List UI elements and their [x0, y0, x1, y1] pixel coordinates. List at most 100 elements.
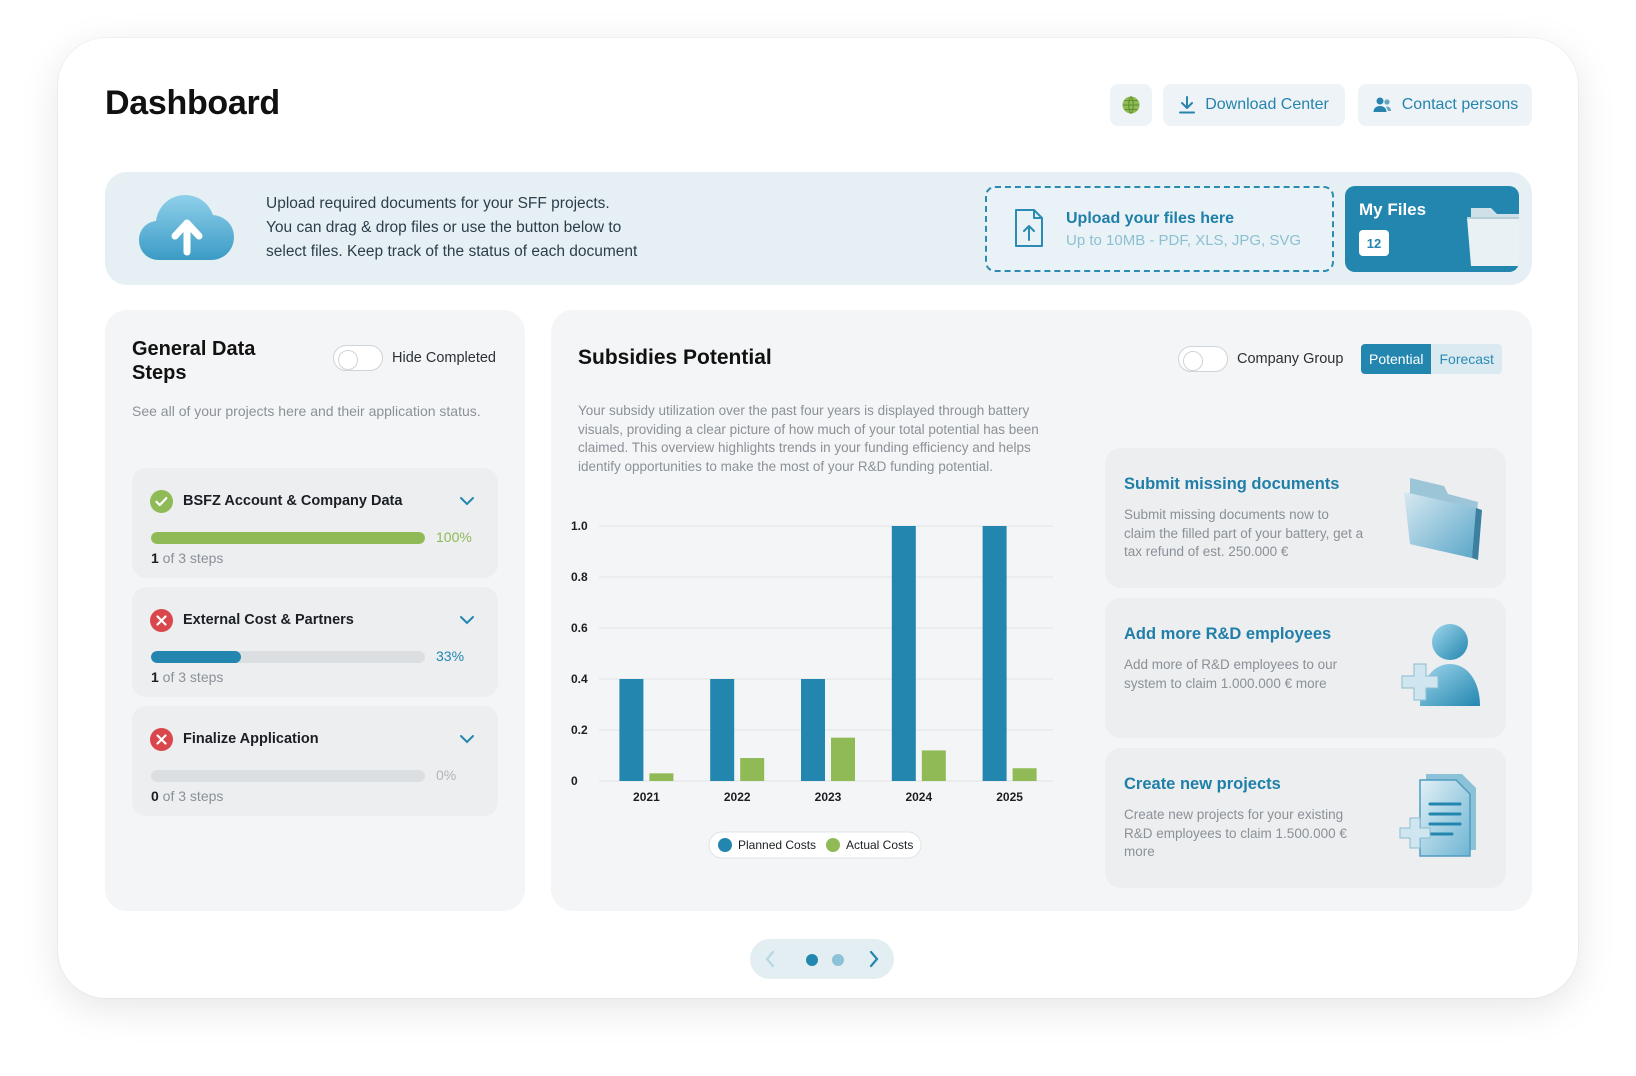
y-tick-label: 1.0 — [571, 519, 588, 533]
upload-banner: Upload required documents for your SFF p… — [105, 172, 1532, 285]
carousel-dot-active[interactable] — [806, 954, 818, 966]
action-description: Submit missing documents now to claim th… — [1124, 507, 1364, 559]
step-done: 1 — [151, 550, 159, 566]
subsidies-bar-chart: 0 0.2 0.4 0.6 0.8 1.0 2021 2022 2023 2024 2025 Plan… — [571, 519, 1053, 859]
action-title[interactable]: Create new projects — [1124, 775, 1281, 793]
step-total: of 3 steps — [158, 788, 224, 804]
my-files-count-badge: 12 — [1359, 230, 1389, 256]
subsidies-potential-card: Subsidies Potential Company Group Potent… — [551, 310, 1532, 911]
dropzone-title: Upload your files here — [1066, 210, 1235, 227]
x-tick-label: 2023 — [815, 790, 842, 804]
step-count: 1 of 3 steps — [151, 550, 223, 566]
step-count: 0 of 3 steps — [151, 788, 223, 804]
general-data-title: General Data Steps — [132, 338, 256, 384]
legend-label: Actual Costs — [846, 838, 913, 852]
step-done: 0 — [151, 788, 159, 804]
chart-legend — [708, 831, 922, 859]
company-group-label: Company Group — [1237, 351, 1344, 367]
company-group-toggle[interactable] — [1178, 346, 1228, 372]
error-circle-icon — [150, 728, 173, 751]
subsidies-description: Your subsidy utilization over the past f… — [578, 403, 1039, 474]
my-files-label: My Files — [1359, 200, 1427, 219]
legend-swatch — [718, 838, 732, 852]
y-tick-label: 0.2 — [571, 723, 588, 737]
step-percent: 0% — [436, 767, 457, 783]
step-done: 1 — [151, 669, 159, 685]
step-item[interactable]: Finalize Application 0% 0 of 3 steps — [132, 706, 498, 816]
step-total: of 3 steps — [158, 669, 224, 685]
page-title: Dashboard — [105, 84, 280, 122]
contact-persons-button[interactable]: Contact persons — [1358, 84, 1532, 126]
x-tick-label: 2024 — [905, 790, 932, 804]
upload-instructions: Upload required documents for your SFF p… — [266, 192, 696, 264]
error-circle-icon — [150, 609, 173, 632]
download-center-label: Download Center — [1205, 96, 1329, 113]
check-circle-icon — [150, 490, 173, 513]
tab-potential[interactable]: Potential — [1361, 344, 1432, 374]
bar-actual-costs[interactable] — [740, 758, 765, 781]
step-title: BSFZ Account & Company Data — [183, 493, 403, 509]
step-title: External Cost & Partners — [183, 612, 354, 628]
bar-planned-costs[interactable] — [982, 526, 1007, 781]
view-segmented-control: Potential Forecast — [1361, 344, 1502, 374]
bar-actual-costs[interactable] — [921, 750, 946, 781]
my-files-button[interactable]: My Files 12 — [1345, 186, 1519, 272]
step-progress-track — [151, 532, 425, 544]
action-card-submit-documents[interactable]: Submit missing documents Submit missing … — [1105, 448, 1506, 588]
action-description: Add more of R&D employees to our system … — [1124, 657, 1338, 691]
upload-instructions-line-2: You can drag & drop files or use the but… — [266, 219, 622, 236]
x-tick-label: 2022 — [724, 790, 751, 804]
legend-label: Planned Costs — [738, 838, 816, 852]
bar-actual-costs[interactable] — [831, 737, 855, 781]
step-item[interactable]: External Cost & Partners 33% 1 of 3 step… — [132, 587, 498, 697]
chevron-right-icon[interactable] — [868, 950, 880, 968]
new-document-icon — [1399, 774, 1476, 857]
upload-instructions-line-1: Upload required documents for your SFF p… — [266, 195, 610, 212]
step-progress-fill — [151, 651, 242, 663]
action-card-create-projects[interactable]: Create new projects Create new projects … — [1105, 748, 1506, 888]
action-title[interactable]: Add more R&D employees — [1124, 625, 1332, 643]
download-icon — [1179, 96, 1196, 114]
action-title[interactable]: Submit missing documents — [1124, 475, 1340, 493]
y-tick-label: 0 — [571, 774, 578, 788]
step-count: 1 of 3 steps — [151, 669, 223, 685]
bar-planned-costs[interactable] — [710, 679, 735, 781]
action-card-add-employees[interactable]: Add more R&D employees Add more of R&D e… — [1105, 598, 1506, 738]
action-description: Create new projects for your existing R&… — [1124, 807, 1347, 859]
subsidies-title: Subsidies Potential — [578, 346, 772, 369]
file-upload-icon — [1015, 209, 1043, 247]
file-dropzone[interactable]: Upload your files here Up to 10MB - PDF,… — [985, 186, 1334, 272]
contact-persons-label: Contact persons — [1401, 96, 1519, 113]
download-center-button[interactable]: Download Center — [1163, 84, 1345, 126]
chevron-down-icon[interactable] — [459, 496, 475, 506]
step-progress-fill — [151, 532, 425, 544]
general-data-steps-card: General Data Steps Hide Completed See al… — [105, 310, 525, 911]
add-user-icon — [1401, 624, 1480, 706]
folder-icon — [1404, 478, 1482, 560]
step-progress-track — [151, 651, 425, 663]
y-tick-label: 0.6 — [571, 621, 588, 635]
bar-planned-costs[interactable] — [891, 526, 916, 781]
carousel-dot[interactable] — [832, 954, 844, 966]
bar-planned-costs[interactable] — [801, 679, 825, 781]
cloud-upload-icon — [139, 195, 234, 260]
chevron-down-icon[interactable] — [459, 615, 475, 625]
chevron-left-icon[interactable] — [764, 950, 776, 968]
globe-icon — [1122, 96, 1140, 114]
step-progress-track — [151, 770, 425, 782]
step-title: Finalize Application — [183, 731, 319, 747]
carousel-pager — [750, 939, 894, 979]
hide-completed-toggle[interactable] — [333, 345, 383, 371]
upload-instructions-line-3: select files. Keep track of the status o… — [266, 243, 638, 260]
bar-actual-costs[interactable] — [649, 773, 674, 781]
tab-forecast[interactable]: Forecast — [1439, 351, 1494, 367]
bar-actual-costs[interactable] — [1012, 768, 1037, 781]
general-data-subtitle: See all of your projects here and their … — [132, 403, 481, 419]
y-tick-label: 0.4 — [571, 672, 588, 686]
y-tick-label: 0.8 — [571, 570, 588, 584]
language-button[interactable] — [1110, 84, 1152, 126]
step-total: of 3 steps — [158, 550, 224, 566]
chevron-down-icon[interactable] — [459, 734, 475, 744]
step-item[interactable]: BSFZ Account & Company Data 100% 1 of 3 … — [132, 468, 498, 578]
bar-planned-costs[interactable] — [619, 679, 644, 781]
